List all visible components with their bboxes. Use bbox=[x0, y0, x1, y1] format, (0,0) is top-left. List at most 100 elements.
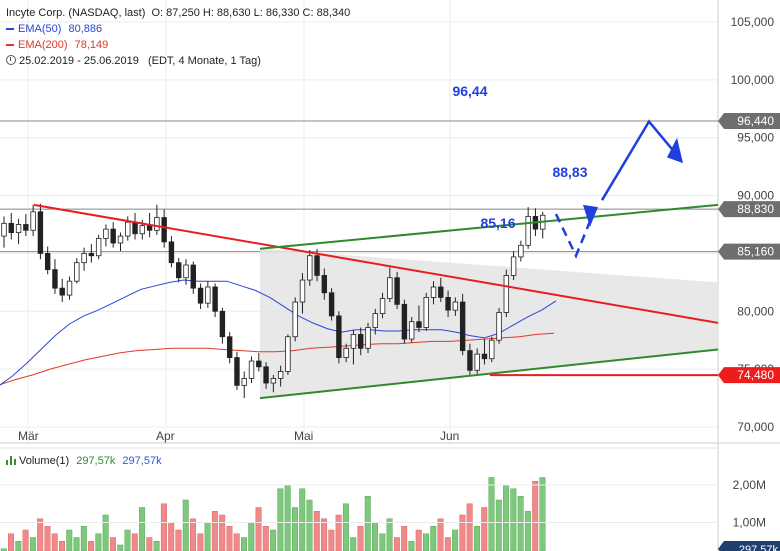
candle-down-body bbox=[44, 253, 51, 271]
candle bbox=[467, 343, 473, 377]
candle-up-body bbox=[379, 298, 386, 314]
volume-bar bbox=[495, 499, 502, 551]
candle bbox=[394, 271, 400, 309]
volume-bar bbox=[379, 533, 386, 551]
volume-bar bbox=[422, 533, 429, 551]
candle bbox=[416, 305, 422, 333]
candle bbox=[430, 281, 437, 305]
candle-down-body bbox=[212, 286, 218, 312]
candle-up-body bbox=[408, 321, 415, 340]
volume-badge-label: 297,57k bbox=[739, 544, 779, 551]
volume-bar bbox=[73, 537, 80, 551]
volume-bar bbox=[510, 488, 517, 551]
volume-bars bbox=[0, 477, 546, 551]
candle-down-body bbox=[88, 253, 95, 257]
volume-bar bbox=[299, 488, 306, 551]
volume-bar bbox=[488, 477, 495, 551]
volume-bar bbox=[197, 533, 204, 551]
y-tick-label: 95,000 bbox=[737, 131, 774, 145]
candle bbox=[23, 214, 29, 237]
volume-bar bbox=[124, 529, 131, 551]
volume-bar bbox=[270, 529, 277, 551]
candle bbox=[74, 258, 80, 284]
volume-bar bbox=[88, 541, 95, 551]
volume-bar bbox=[211, 511, 218, 551]
candle-down-body bbox=[358, 334, 364, 349]
candle-down-body bbox=[37, 211, 44, 254]
candle bbox=[226, 332, 233, 364]
volume-bar bbox=[248, 522, 255, 551]
candle-down-body bbox=[59, 287, 65, 296]
candle-down-body bbox=[445, 296, 451, 311]
projection-arrowhead bbox=[583, 204, 598, 227]
candle bbox=[52, 259, 58, 294]
volume-value-blue: 297,57k bbox=[122, 455, 162, 467]
candle-up-body bbox=[81, 253, 87, 264]
projection-dashed bbox=[554, 213, 594, 259]
candle-down-body bbox=[8, 222, 14, 233]
volume-bar bbox=[175, 529, 182, 551]
candle-up-body bbox=[125, 221, 131, 237]
candle-up-body bbox=[496, 312, 502, 341]
candle bbox=[183, 259, 189, 285]
candle-up-body bbox=[503, 275, 510, 313]
candle-up-body bbox=[299, 279, 306, 303]
candle-down-body bbox=[438, 286, 444, 298]
volume-bar bbox=[262, 526, 269, 551]
volume-bar bbox=[466, 503, 473, 551]
volume-bar bbox=[102, 514, 109, 551]
candle-down-body bbox=[226, 336, 233, 358]
volume-bars-icon bbox=[6, 456, 16, 465]
volume-bar bbox=[364, 496, 371, 551]
candle bbox=[15, 218, 22, 245]
volume-bar bbox=[66, 529, 73, 551]
volume-bar bbox=[524, 511, 531, 551]
candle bbox=[540, 211, 546, 239]
candle bbox=[358, 327, 364, 356]
price-badge-bg bbox=[718, 201, 780, 218]
candle-up-body bbox=[277, 371, 284, 379]
candle bbox=[30, 204, 36, 237]
candle bbox=[270, 374, 277, 393]
candle bbox=[37, 203, 44, 260]
volume-badge: 297,57k bbox=[718, 541, 780, 551]
price-badge-bg bbox=[718, 243, 780, 260]
candle bbox=[44, 246, 51, 275]
volume-bar bbox=[168, 522, 175, 551]
price-badge: 85,160 bbox=[718, 243, 780, 260]
volume-bar bbox=[226, 526, 233, 551]
candle bbox=[350, 329, 357, 365]
volume-bar bbox=[357, 526, 364, 551]
volume-bar bbox=[131, 533, 138, 551]
channel-upper-line bbox=[259, 203, 719, 250]
volume-value-green: 297,57k bbox=[76, 455, 116, 467]
candle bbox=[205, 281, 211, 308]
candle-down-body bbox=[168, 241, 175, 264]
volume-bar bbox=[503, 484, 510, 551]
candle-up-body bbox=[343, 347, 349, 358]
candle-up-body bbox=[285, 336, 291, 372]
projection-arrowhead bbox=[667, 137, 683, 164]
candle-up-body bbox=[292, 301, 298, 338]
volume-bar bbox=[117, 544, 124, 551]
legend-ema200[interactable]: EMA(200) 78,149 bbox=[6, 37, 350, 53]
downtrend-line bbox=[33, 203, 719, 324]
legend-ema50[interactable]: EMA(50) 80,886 bbox=[6, 21, 350, 37]
candle-down-body bbox=[197, 287, 204, 304]
legend-period: 25.02.2019 - 25.06.2019 (EDT, 4 Monate, … bbox=[6, 53, 350, 69]
volume-bar bbox=[401, 526, 408, 551]
candle bbox=[132, 212, 138, 240]
candle bbox=[277, 365, 284, 387]
price-badges: 96,440 88,830 85,160 74,480 297,57k bbox=[718, 113, 780, 551]
ohlc-values: O: 87,250 H: 88,630 L: 86,330 C: 88,340 bbox=[151, 7, 351, 19]
candle-up-body bbox=[183, 264, 189, 279]
candle-down-body bbox=[481, 353, 488, 360]
candle-down-body bbox=[23, 224, 29, 231]
volume-label: Volume(1) bbox=[19, 455, 70, 467]
candle bbox=[81, 247, 87, 271]
ema200-swatch bbox=[6, 44, 14, 47]
price-badge-label: 85,160 bbox=[737, 245, 774, 259]
ema200-value: 78,149 bbox=[74, 39, 109, 51]
